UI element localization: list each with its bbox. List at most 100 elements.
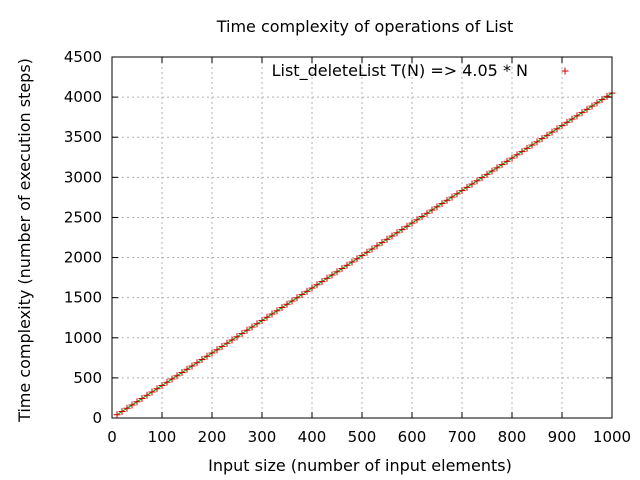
legend-marker <box>561 67 569 75</box>
data-point <box>218 343 226 351</box>
data-points <box>113 89 616 419</box>
data-point <box>563 118 571 126</box>
data-point <box>398 226 406 234</box>
plot-frame <box>111 56 613 419</box>
data-point <box>388 232 396 240</box>
data-point <box>288 297 296 305</box>
data-point <box>418 213 426 221</box>
data-point <box>333 268 341 276</box>
x-tick-label: 800 <box>498 428 527 446</box>
grid-lines <box>112 57 612 418</box>
data-point <box>328 271 336 279</box>
data-point <box>358 252 366 260</box>
y-axis-label: Time complexity (number of execution ste… <box>15 58 34 423</box>
data-point <box>593 99 601 107</box>
data-point <box>443 196 451 204</box>
data-point <box>588 102 596 110</box>
data-point <box>128 401 136 409</box>
data-point <box>488 167 496 175</box>
data-point <box>228 336 236 344</box>
data-point <box>113 411 121 419</box>
data-point <box>343 261 351 269</box>
data-point <box>338 265 346 273</box>
data-point <box>188 362 196 370</box>
data-point <box>438 200 446 208</box>
data-point <box>163 378 171 386</box>
data-point <box>573 112 581 120</box>
data-point <box>183 365 191 373</box>
data-point <box>568 115 576 123</box>
data-point <box>148 388 156 396</box>
fit-line <box>116 92 613 416</box>
data-point <box>508 154 516 162</box>
x-tick-label: 0 <box>107 428 117 446</box>
data-point <box>283 300 291 308</box>
data-point <box>553 125 561 133</box>
data-point <box>198 356 206 364</box>
y-tick-label: 0 <box>92 409 102 427</box>
data-point <box>483 170 491 178</box>
data-point <box>253 320 261 328</box>
x-tick-label: 300 <box>248 428 277 446</box>
x-tick-label: 100 <box>148 428 177 446</box>
data-point <box>493 164 501 172</box>
x-tick-label: 500 <box>348 428 377 446</box>
data-point <box>303 287 311 295</box>
data-point <box>453 190 461 198</box>
data-point <box>238 330 246 338</box>
data-point <box>363 248 371 256</box>
y-tick-label: 500 <box>73 369 102 387</box>
data-point <box>458 187 466 195</box>
y-tick-label: 2000 <box>64 249 102 267</box>
data-point <box>378 239 386 247</box>
data-point <box>368 245 376 253</box>
data-point <box>578 109 586 117</box>
data-point <box>293 294 301 302</box>
data-point <box>173 372 181 380</box>
data-point <box>168 375 176 383</box>
chart-title: Time complexity of operations of List <box>216 17 514 36</box>
data-point <box>518 148 526 156</box>
data-point <box>528 141 536 149</box>
data-point <box>243 326 251 334</box>
data-point <box>273 307 281 315</box>
data-point <box>248 323 256 331</box>
data-point <box>213 346 221 354</box>
data-point <box>503 157 511 165</box>
data-point <box>543 131 551 139</box>
data-point <box>498 161 506 169</box>
data-point <box>408 219 416 227</box>
x-tick-label: 900 <box>548 428 577 446</box>
y-ticks: 0 500 1000 1500 2000 2500 3000 3500 4000 4500 <box>64 48 612 427</box>
data-point <box>318 278 326 286</box>
data-point <box>223 339 231 347</box>
data-point <box>548 128 556 136</box>
data-point <box>178 369 186 377</box>
data-point <box>468 180 476 188</box>
data-point <box>558 122 566 130</box>
data-point <box>538 135 546 143</box>
data-point <box>143 391 151 399</box>
data-point <box>403 222 411 230</box>
data-point <box>413 216 421 224</box>
data-point <box>308 284 316 292</box>
x-tick-label: 200 <box>198 428 227 446</box>
data-point <box>523 144 531 152</box>
legend: List_deleteList T(N) => 4.05 * N <box>272 61 569 81</box>
data-point <box>133 398 141 406</box>
data-point <box>463 183 471 191</box>
data-point <box>138 395 146 403</box>
data-point <box>598 96 606 104</box>
y-tick-label: 3500 <box>64 128 102 146</box>
x-tick-label: 600 <box>398 428 427 446</box>
y-tick-label: 4500 <box>64 48 102 66</box>
x-ticks: 0 100 200 300 400 500 600 700 800 900 1000 <box>107 57 631 446</box>
y-tick-label: 1000 <box>64 329 102 347</box>
data-point <box>513 151 521 159</box>
data-point <box>278 304 286 312</box>
x-tick-label: 700 <box>448 428 477 446</box>
data-point <box>263 313 271 321</box>
data-point <box>348 258 356 266</box>
data-point <box>393 229 401 237</box>
